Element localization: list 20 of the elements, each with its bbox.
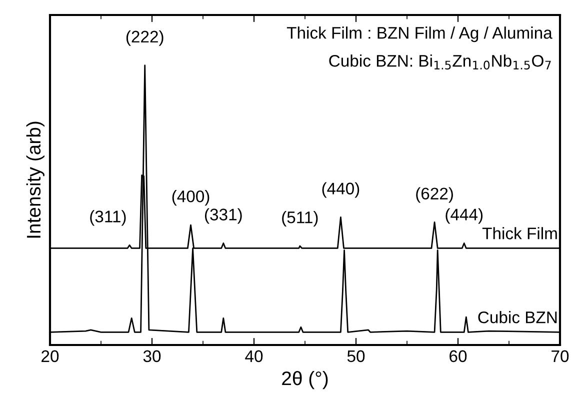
x-tick-label: 70 — [552, 350, 569, 362]
annotation: (311) — [90, 210, 126, 226]
text: Thick Film : BZN Film / Ag / Alumina — [286, 26, 552, 42]
annotation: (222) — [126, 30, 164, 46]
annotation: (331) — [204, 208, 242, 224]
y-axis-title: Intensity (arb) — [26, 122, 44, 238]
annotation: (400) — [172, 190, 210, 206]
x-axis-title: 2θ (°) — [282, 370, 328, 390]
series-label: Cubic BZN — [478, 311, 557, 324]
annotation: Cubic BZN: Bi$_{1.5}$Zn$_{1.0}$Nb$_{1.5}$O$_{7}$ — [329, 54, 551, 70]
x-tick-label: 40 — [245, 350, 263, 362]
annotation: (511) — [282, 211, 318, 227]
annotation: (440) — [322, 182, 360, 198]
annotation: (444) — [446, 208, 483, 224]
x-tick-label: 60 — [450, 350, 467, 362]
x-tick-label: 50 — [347, 350, 365, 362]
x-tick-label: 20 — [42, 350, 59, 362]
annotation: (622) — [416, 187, 453, 203]
series-label: Thick Film — [482, 227, 557, 240]
x-tick-label: 30 — [143, 350, 161, 362]
